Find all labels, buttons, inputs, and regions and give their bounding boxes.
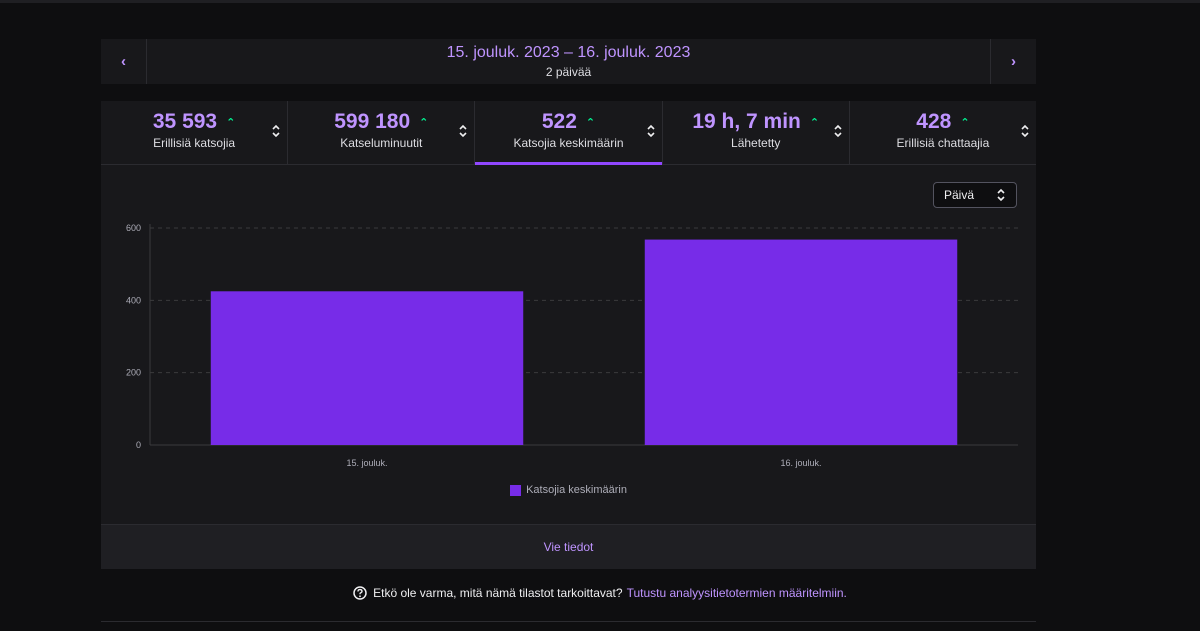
trend-up-icon: ⌃ <box>226 116 236 129</box>
average-viewers-chart: 0 200 400 600 15. jouluk. 16. jouluk. <box>126 223 1018 468</box>
tab-watch-minutes[interactable]: 599 180 ⌃ Katseluminuutit <box>288 101 476 164</box>
metric-value: 35 593 <box>152 110 218 133</box>
trend-up-icon: ⌃ <box>809 116 820 129</box>
trend-up-icon: ⌃ <box>419 116 429 129</box>
trend-up-icon: ⌃ <box>960 116 970 129</box>
date-range-duration: 2 päivää <box>545 65 592 79</box>
next-range-button[interactable]: › <box>990 39 1036 84</box>
interval-select[interactable]: Päivä <box>933 182 1017 208</box>
chevron-updown-icon <box>997 188 1005 202</box>
definitions-link[interactable]: Tutustu analyysitietotermien määritelmii… <box>626 586 847 600</box>
x-tick-label: 15. jouluk. <box>346 458 387 468</box>
previous-range-button[interactable]: ‹ <box>101 39 147 84</box>
sort-icon[interactable] <box>271 123 281 139</box>
help-text: Etkö ole varma, mitä nämä tilastot tarko… <box>373 586 623 600</box>
tab-unique-viewers[interactable]: 35 593 ⌃ Erillisiä katsojia <box>101 101 289 164</box>
bottom-divider <box>101 621 1036 622</box>
metric-value: 522 <box>541 110 577 133</box>
metric-tabs: 35 593 ⌃ Erillisiä katsojia 599 180 ⌃ Ka… <box>101 101 1036 165</box>
y-tick-label: 600 <box>126 223 141 233</box>
chart-legend: Katsojia keskimäärin <box>101 484 1036 496</box>
help-line: Etkö ole varma, mitä nämä tilastot tarko… <box>0 586 1200 600</box>
y-tick-label: 200 <box>126 368 141 378</box>
y-tick-label: 400 <box>126 295 141 305</box>
x-tick-label: 16. jouluk. <box>780 458 821 468</box>
tab-unique-chatters[interactable]: 428 ⌃ Erillisiä chattaajia <box>850 101 1036 164</box>
metric-label: Lähetetty <box>731 136 781 150</box>
trend-up-icon: ⌃ <box>585 116 596 129</box>
tab-time-streamed[interactable]: 19 h, 7 min ⌃ Lähetetty <box>663 101 850 164</box>
tab-average-viewers[interactable]: 522 ⌃ Katsojia keskimäärin <box>475 101 663 165</box>
legend-swatch <box>510 484 522 496</box>
sort-icon[interactable] <box>833 123 843 139</box>
y-tick-label: 0 <box>136 440 141 450</box>
date-range-title: 15. jouluk. 2023 – 16. jouluk. 2023 <box>446 44 691 61</box>
sort-icon[interactable] <box>646 123 656 139</box>
metric-value: 599 180 <box>334 110 411 133</box>
sort-icon[interactable] <box>458 123 468 139</box>
metric-value: 19 h, 7 min <box>692 110 801 133</box>
bar <box>210 291 524 445</box>
metric-label: Erillisiä chattaajia <box>896 136 990 150</box>
metric-label: Erillisiä katsojia <box>153 136 236 150</box>
chevron-right-icon: › <box>1011 53 1016 70</box>
stats-panel: 35 593 ⌃ Erillisiä katsojia 599 180 ⌃ Ka… <box>101 101 1036 569</box>
interval-select-value: Päivä <box>944 188 975 202</box>
chevron-left-icon: ‹ <box>121 53 126 70</box>
date-range-display[interactable]: 15. jouluk. 2023 – 16. jouluk. 2023 2 pä… <box>147 39 990 84</box>
panel-footer: Vie tiedot <box>101 524 1036 569</box>
legend-label: Katsojia keskimäärin <box>526 484 627 496</box>
bar <box>644 239 958 445</box>
metric-label: Katseluminuutit <box>340 136 423 150</box>
export-data-button[interactable]: Vie tiedot <box>543 540 594 554</box>
date-range-bar: ‹ 15. jouluk. 2023 – 16. jouluk. 2023 2 … <box>101 39 1036 84</box>
metric-value: 428 <box>916 110 952 133</box>
question-circle-icon <box>353 586 367 600</box>
sort-icon[interactable] <box>1020 123 1030 139</box>
metric-label: Katsojia keskimäärin <box>513 136 624 150</box>
top-divider <box>0 0 1200 3</box>
